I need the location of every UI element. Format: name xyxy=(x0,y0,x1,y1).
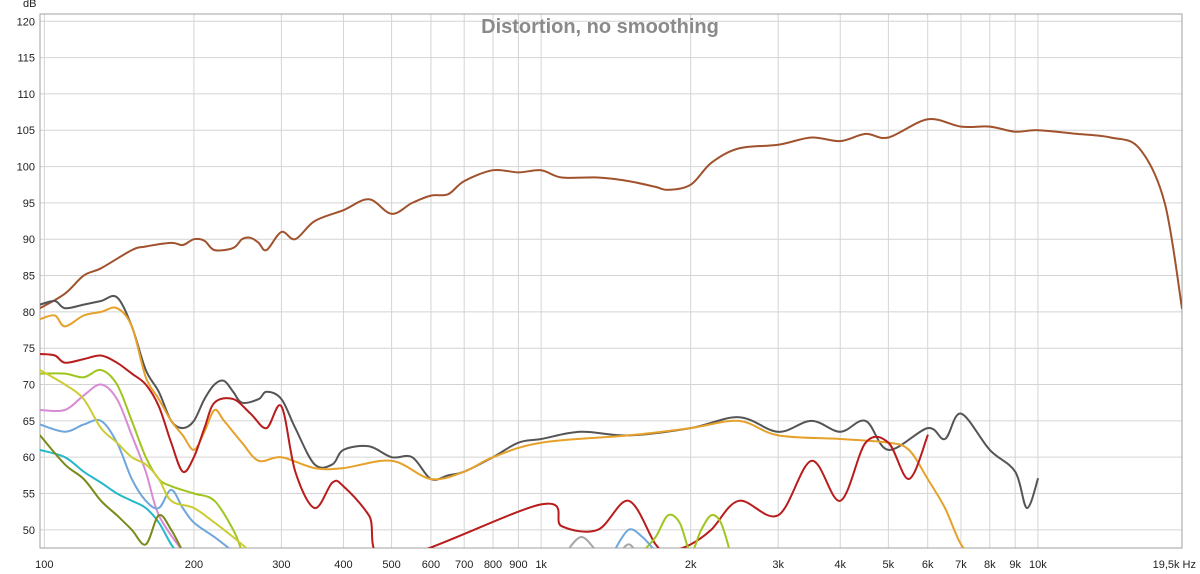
x-tick-label: 400 xyxy=(334,559,352,571)
chart-title: Distortion, no smoothing xyxy=(481,16,719,38)
x-tick-label: 19,5k Hz xyxy=(1153,559,1196,571)
series-line-11 xyxy=(568,536,635,548)
series-line-7 xyxy=(40,418,231,548)
x-tick-label: 100 xyxy=(35,559,53,571)
grid xyxy=(40,14,1182,548)
x-tick-label: 600 xyxy=(422,559,440,571)
x-tick-label: 700 xyxy=(455,559,473,571)
x-tick-label: 3k xyxy=(772,559,784,571)
x-tick-label: 8k xyxy=(984,559,996,571)
y-tick-label: 110 xyxy=(17,89,35,101)
y-tick-label: 90 xyxy=(23,234,35,246)
series-line-1 xyxy=(40,118,1182,310)
x-tick-label: 6k xyxy=(922,559,934,571)
series-group xyxy=(40,118,1182,548)
y-tick-label: 75 xyxy=(23,343,35,355)
x-tick-label: 900 xyxy=(509,559,527,571)
x-tick-label: 7k xyxy=(955,559,967,571)
series-line-12 xyxy=(644,513,731,548)
y-tick-labels: 50 55 60 65 70 75 80 85 90 95 100 105 110 115 120 xyxy=(17,16,35,537)
series-line-4 xyxy=(40,353,929,548)
y-tick-label: 80 xyxy=(23,307,35,319)
x-tick-label: 4k xyxy=(834,559,846,571)
series-line-3 xyxy=(40,306,965,548)
x-tick-label: 500 xyxy=(382,559,400,571)
series-line-5 xyxy=(40,368,242,548)
x-tick-label: 9k xyxy=(1009,559,1021,571)
x-tick-label: 2k xyxy=(685,559,697,571)
x-tick-label: 200 xyxy=(185,559,203,571)
x-tick-labels: 100 200 300 400 500 600 700 800 900 1k 2k 3k 4k 5k 6k 7… xyxy=(35,559,1196,571)
series-line-8 xyxy=(40,369,248,548)
y-tick-label: 95 xyxy=(23,198,35,210)
y-tick-label: 50 xyxy=(23,525,35,537)
series-line-2 xyxy=(40,294,1039,510)
y-axis-label: dB xyxy=(23,0,36,10)
series-line-13 xyxy=(614,528,654,548)
series-line-10 xyxy=(40,434,183,548)
y-tick-label: 115 xyxy=(17,53,35,65)
y-tick-label: 70 xyxy=(23,380,35,392)
x-tick-label: 10k xyxy=(1029,559,1047,571)
y-tick-label: 60 xyxy=(23,452,35,464)
plot-frame xyxy=(39,13,1183,549)
x-tick-label: 800 xyxy=(484,559,502,571)
y-tick-label: 120 xyxy=(17,16,35,28)
x-tick-label: 5k xyxy=(883,559,895,571)
y-tick-label: 85 xyxy=(23,271,35,283)
y-tick-label: 65 xyxy=(23,416,35,428)
series-line-6 xyxy=(40,383,182,548)
y-tick-label: 100 xyxy=(17,162,35,174)
series-line-9 xyxy=(40,448,176,548)
y-tick-label: 55 xyxy=(23,489,35,501)
x-tick-label: 1k xyxy=(535,559,547,571)
y-tick-label: 105 xyxy=(17,125,35,137)
x-tick-label: 300 xyxy=(272,559,290,571)
